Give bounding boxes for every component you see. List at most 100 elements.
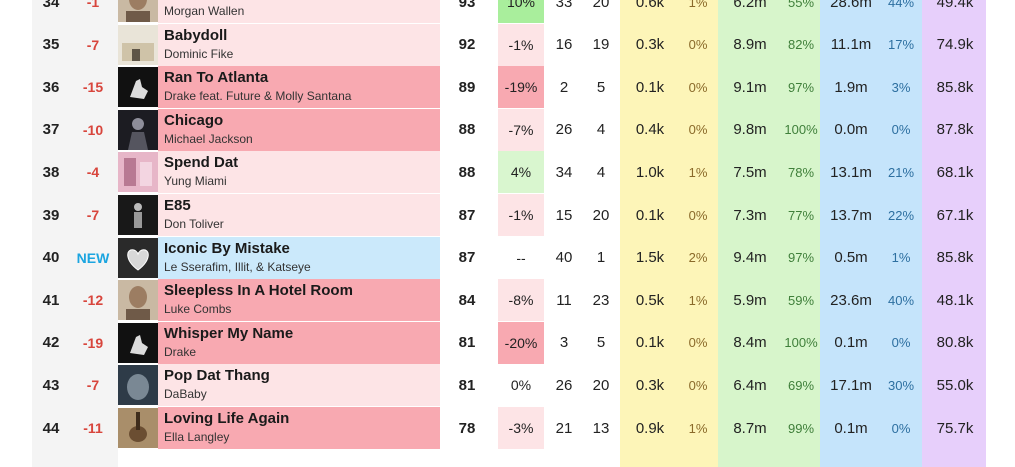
rank: 43 [42, 376, 60, 394]
song-artist: Dominic Fike [164, 46, 234, 61]
song-title[interactable]: Spend Dat [164, 154, 239, 172]
stat-col-1: 15 [555, 206, 573, 224]
title-cell[interactable]: Pop Dat Thang DaBaby [158, 364, 440, 407]
stat-col-4: 0% [688, 122, 708, 138]
stat-col-3: 0.1k [635, 78, 665, 96]
table-row[interactable]: 40 NEW Iconic By Mistake Le Sserafim, Il… [0, 236, 1015, 279]
song-artist: Drake [164, 344, 197, 359]
stat-col-4: 0% [688, 37, 708, 53]
portrait-art-icon[interactable] [118, 280, 158, 321]
stat-col-6: 55% [787, 0, 815, 10]
points: 89 [458, 78, 476, 96]
pink-art-icon[interactable] [118, 152, 158, 193]
points: 81 [458, 334, 476, 352]
percent-change: -8% [498, 279, 544, 322]
song-title[interactable]: Chicago [164, 111, 224, 129]
points: 87 [458, 249, 476, 267]
song-title[interactable]: Pop Dat Thang [164, 367, 270, 385]
song-title[interactable]: E85 [164, 197, 191, 214]
stat-col-5: 7.5m [733, 163, 767, 181]
silhouette-art-icon[interactable] [118, 109, 158, 150]
guitar-art-icon[interactable] [118, 408, 158, 448]
stat-col-5: 5.9m [733, 291, 767, 309]
stat-col-9: 75.7k [936, 419, 974, 437]
stat-col-3: 0.1k [635, 334, 665, 352]
table-row[interactable]: 36 -15 Ran To Atlanta Drake feat. Future… [0, 66, 1015, 109]
hand-art-icon[interactable] [118, 322, 158, 363]
stat-col-1: 2 [559, 78, 569, 96]
stat-col-4: 0% [688, 377, 708, 393]
hand-art-icon[interactable] [118, 67, 158, 108]
table-row[interactable]: 38 -4 Spend Dat Yung Miami 88 4% 34 4 1.… [0, 151, 1015, 194]
title-cell[interactable]: Don't We Morgan Wallen [158, 0, 440, 23]
stat-col-7: 11.1m [830, 36, 872, 54]
stat-col-8: 21% [887, 164, 915, 180]
title-cell[interactable]: Whisper My Name Drake [158, 321, 440, 364]
stat-col-3: 0.4k [635, 121, 665, 139]
song-artist: Michael Jackson [164, 131, 253, 146]
rank: 37 [42, 121, 60, 139]
stat-col-7: 1.9m [834, 78, 868, 96]
rank-change: -1 [86, 0, 100, 10]
stat-col-4: 1% [688, 164, 708, 180]
title-cell[interactable]: Chicago Michael Jackson [158, 108, 440, 151]
stat-col-3: 0.9k [635, 419, 665, 437]
heart-art-icon[interactable] [118, 237, 158, 278]
stat-col-6: 99% [787, 420, 815, 436]
song-artist: Don Toliver [164, 217, 224, 231]
stat-col-1: 26 [555, 121, 573, 139]
rank-change: -10 [82, 121, 104, 138]
stat-col-2: 20 [592, 0, 610, 11]
stat-col-1: 34 [555, 163, 573, 181]
song-title[interactable]: Whisper My Name [164, 324, 294, 342]
song-title[interactable]: Loving Life Again [164, 410, 290, 427]
table-row[interactable]: 44 -11 Loving Life Again Ella Langley 78… [0, 407, 1015, 449]
song-title[interactable]: Iconic By Mistake [164, 239, 290, 257]
title-cell[interactable]: Loving Life Again Ella Langley [158, 407, 440, 449]
figure-art-icon[interactable] [118, 195, 158, 235]
left-column-bg [32, 0, 118, 467]
points: 78 [458, 419, 476, 437]
streams-purple-column [922, 0, 986, 467]
title-cell[interactable]: Spend Dat Yung Miami [158, 151, 440, 194]
table-row[interactable]: 35 -7 Babydoll Dominic Fike 92 -1% 16 19… [0, 23, 1015, 66]
stat-col-4: 0% [688, 79, 708, 95]
title-cell[interactable]: Ran To Atlanta Drake feat. Future & Moll… [158, 66, 440, 109]
table-row[interactable]: 41 -12 Sleepless In A Hotel Room Luke Co… [0, 279, 1015, 322]
stat-col-7: 0.5m [834, 249, 868, 267]
table-row[interactable]: 43 -7 Pop Dat Thang DaBaby 81 0% 26 20 0… [0, 364, 1015, 407]
song-title[interactable]: Babydoll [164, 26, 228, 44]
song-artist: Ella Langley [164, 430, 230, 444]
stat-col-8: 0% [891, 122, 911, 138]
song-title[interactable]: Ran To Atlanta [164, 69, 269, 87]
stat-col-1: 3 [559, 334, 569, 352]
song-title[interactable]: Sleepless In A Hotel Room [164, 282, 353, 300]
points: 88 [458, 163, 476, 181]
title-cell[interactable]: Babydoll Dominic Fike [158, 23, 440, 66]
stat-col-1: 33 [555, 0, 573, 11]
stat-col-5: 8.4m [733, 334, 767, 352]
rank: 35 [42, 36, 60, 54]
title-cell[interactable]: Sleepless In A Hotel Room Luke Combs [158, 279, 440, 322]
room-art-icon[interactable] [118, 24, 158, 65]
face-art-icon[interactable] [118, 365, 158, 406]
title-cell[interactable]: E85 Don Toliver [158, 194, 440, 236]
table-row[interactable]: 42 -19 Whisper My Name Drake 81 -20% 3 5… [0, 321, 1015, 364]
portrait-art-icon[interactable] [118, 0, 158, 22]
stat-col-8: 30% [887, 377, 915, 393]
stat-col-9: 85.8k [936, 78, 974, 96]
stat-col-9: 87.8k [936, 121, 974, 139]
table-row[interactable]: 37 -10 Chicago Michael Jackson 88 -7% 26… [0, 108, 1015, 151]
points: 93 [458, 0, 476, 11]
table-row[interactable]: 34 -1 Don't We Morgan Wallen 93 10% 33 2… [0, 0, 1015, 23]
stat-col-7: 0.1m [834, 419, 868, 437]
title-cell[interactable]: Iconic By Mistake Le Sserafim, Illit, & … [158, 236, 440, 279]
rank-change: -4 [86, 164, 100, 181]
table-row[interactable]: 39 -7 E85 Don Toliver 87 -1% 15 20 0.1k … [0, 194, 1015, 236]
stat-col-3: 0.6k [635, 0, 665, 11]
song-title[interactable]: Don't We [164, 0, 228, 1]
stat-col-7: 13.7m [830, 206, 872, 224]
stat-col-1: 26 [555, 376, 573, 394]
stat-col-7: 17.1m [830, 376, 872, 394]
stat-col-4: 0% [688, 207, 708, 223]
